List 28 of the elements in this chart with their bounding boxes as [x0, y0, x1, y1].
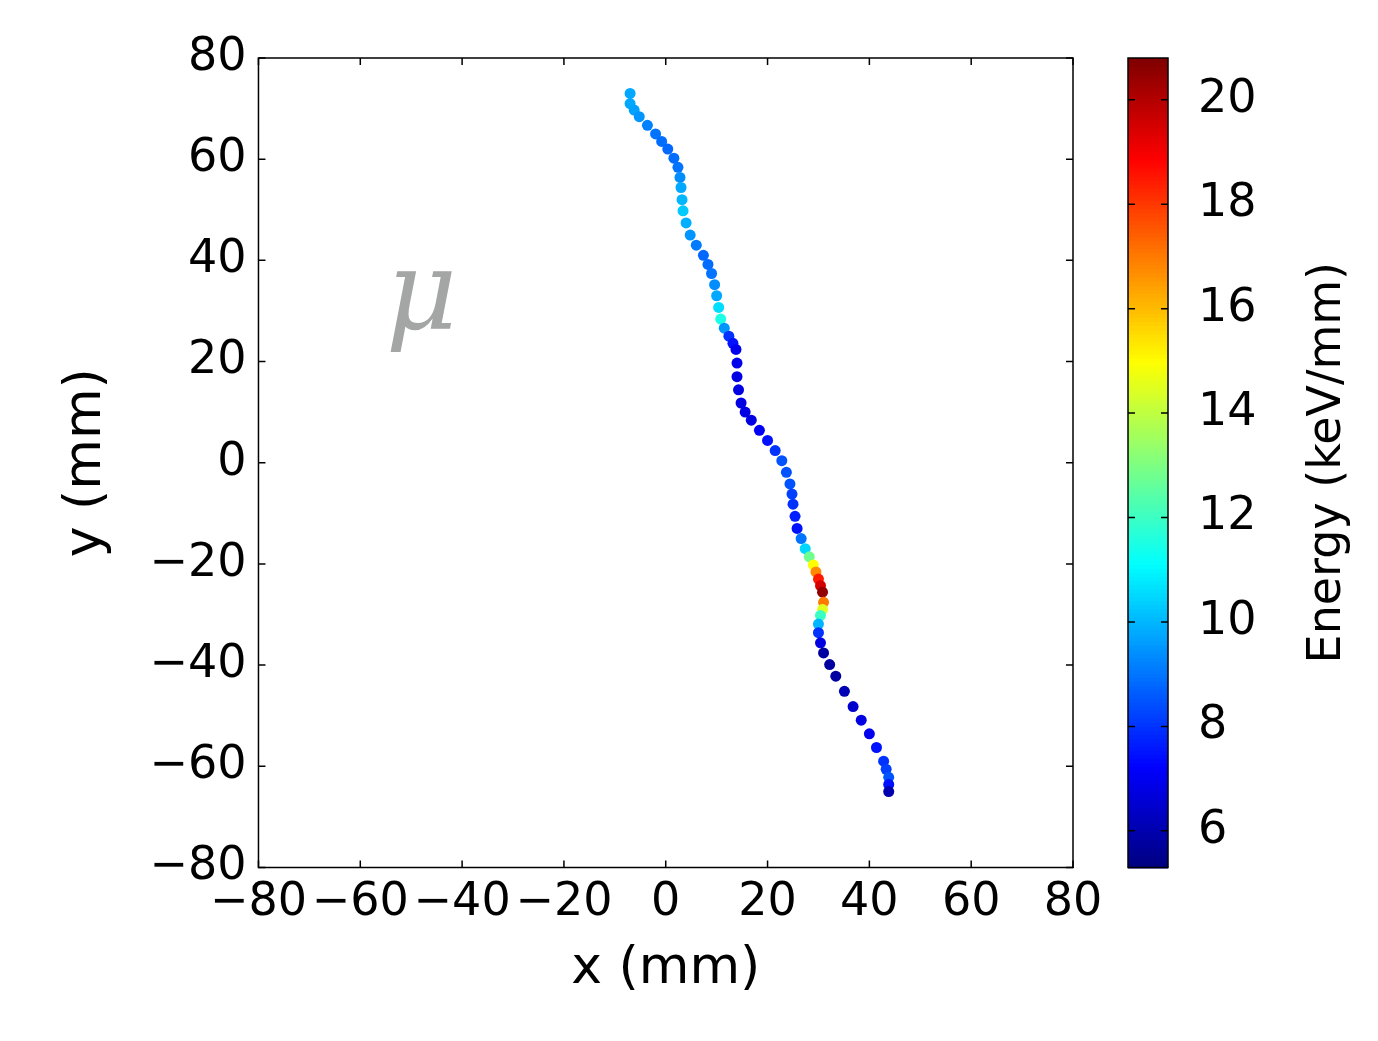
- color-bar-label: 8: [1198, 695, 1228, 750]
- x-axis-title: x (mm): [571, 935, 761, 996]
- x-tick-label: 80: [1043, 871, 1103, 926]
- y-tick-label: 40: [187, 229, 247, 284]
- x-tick-label: −60: [311, 871, 409, 926]
- annotation: μ: [385, 227, 458, 356]
- x-tick-label: 40: [840, 871, 899, 926]
- color-bar-label: 10: [1198, 590, 1257, 645]
- y-tick-label: 20: [187, 330, 247, 385]
- color-bar-label: 12: [1198, 486, 1257, 541]
- color-bar-title: Energy (keV/mm): [1296, 261, 1351, 664]
- x-tick-label: 20: [738, 871, 797, 926]
- x-tick-label: 60: [941, 871, 1001, 926]
- color-bar-label: 16: [1198, 277, 1257, 332]
- color-bar-label: 20: [1198, 68, 1257, 123]
- y-tick-label: −60: [149, 735, 247, 790]
- color-bar-label: 18: [1198, 173, 1257, 228]
- y-tick-label: 0: [217, 431, 247, 486]
- y-tick-label: 60: [187, 128, 247, 183]
- y-axis-title: y (mm): [51, 368, 112, 558]
- color-bar-label: 14: [1198, 382, 1257, 437]
- y-tick-label: −20: [149, 532, 247, 587]
- x-tick-label: −40: [413, 871, 511, 926]
- x-tick-label: −20: [515, 871, 613, 926]
- y-tick-label: −40: [149, 634, 247, 688]
- y-tick-label: 80: [187, 26, 247, 81]
- x-tick-label: 0: [651, 871, 681, 926]
- color-bar-label: 6: [1198, 799, 1228, 854]
